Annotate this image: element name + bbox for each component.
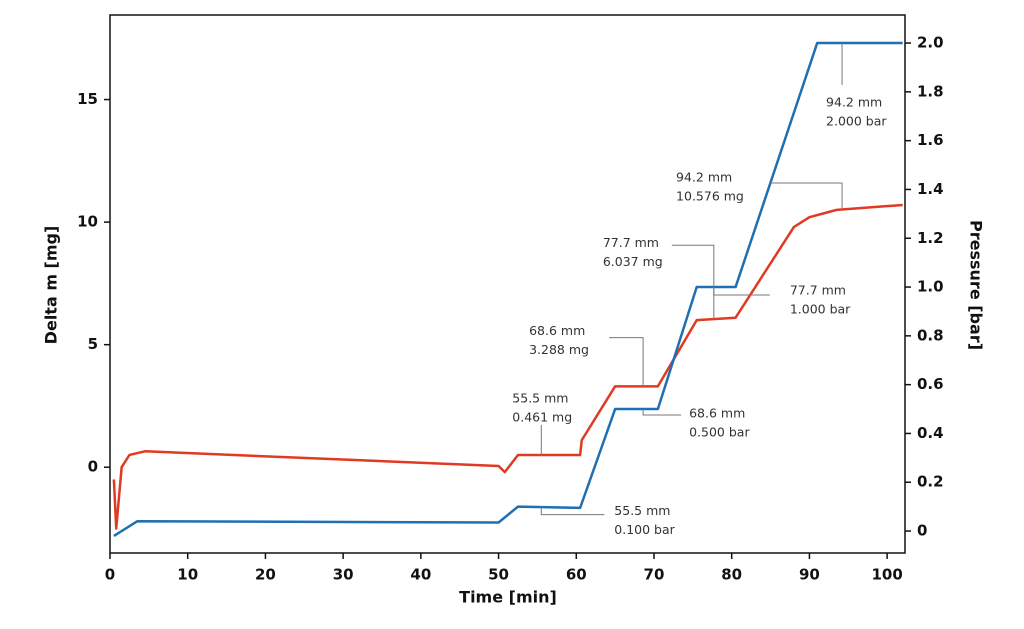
annotation-text: 68.6 mm (689, 406, 745, 421)
annotation-leader (642, 409, 682, 416)
y2-tick-label: 0.2 (917, 473, 944, 491)
annotation-text: 0.100 bar (614, 522, 675, 537)
annotation-leader (713, 287, 770, 296)
annotation-leader (671, 244, 715, 320)
series-line (112, 203, 903, 530)
y2-tick-label: 2.0 (917, 34, 944, 52)
y-tick-label: 0 (88, 458, 98, 476)
x-tick-label: 50 (488, 566, 509, 584)
plot-frame (109, 14, 906, 554)
y2-axis-label: Pressure [bar] (967, 220, 986, 350)
annotation-text: 0.461 mg (512, 410, 572, 425)
y2-tick-label: 1.6 (917, 131, 944, 149)
x-tick-label: 10 (177, 566, 198, 584)
annotation-text: 55.5 mm (614, 503, 670, 518)
annotation-text: 6.037 mg (603, 254, 663, 269)
x-tick-label: 70 (644, 566, 665, 584)
y2-tick-label: 0.6 (917, 375, 944, 393)
annotation-text: 3.288 mg (529, 342, 589, 357)
annotation-text: 0.500 bar (689, 425, 750, 440)
x-tick-label: 80 (721, 566, 742, 584)
x-tick-label: 60 (566, 566, 587, 584)
annotation-text: 10.576 mg (676, 189, 744, 204)
x-tick-label: 100 (871, 566, 902, 584)
x-axis-label: Time [min] (459, 588, 557, 607)
y2-tick-label: 0 (917, 522, 927, 540)
y2-tick-label: 0.8 (917, 326, 944, 344)
y2-tick-label: 1.4 (917, 180, 944, 198)
series-line (113, 41, 903, 537)
x-tick-label: 0 (105, 566, 115, 584)
y2-tick-label: 1.0 (917, 278, 944, 296)
y2-tick-label: 0.4 (917, 424, 944, 442)
x-tick-label: 20 (255, 566, 276, 584)
annotation-text: 55.5 mm (512, 391, 568, 406)
annotation-text: 68.6 mm (529, 323, 585, 338)
y-tick-label: 15 (77, 90, 98, 108)
annotation-text: 94.2 mm (826, 95, 882, 110)
y2-tick-label: 1.8 (917, 82, 944, 100)
annotation-text: 1.000 bar (790, 302, 851, 317)
y-axis-label: Delta m [mg] (42, 226, 61, 345)
annotation-leader (609, 337, 644, 387)
annotation-text: 94.2 mm (676, 170, 732, 185)
y-tick-label: 5 (88, 335, 98, 353)
annotation-text: 77.7 mm (790, 283, 846, 298)
y-tick-label: 10 (77, 213, 98, 231)
annotation-leader (540, 506, 605, 516)
x-tick-label: 30 (333, 566, 354, 584)
annotation-leader (770, 182, 843, 208)
annotation-text: 2.000 bar (826, 114, 887, 129)
y2-tick-label: 1.2 (917, 229, 944, 247)
annotation-text: 77.7 mm (603, 235, 659, 250)
x-tick-label: 90 (799, 566, 820, 584)
x-tick-label: 40 (410, 566, 431, 584)
